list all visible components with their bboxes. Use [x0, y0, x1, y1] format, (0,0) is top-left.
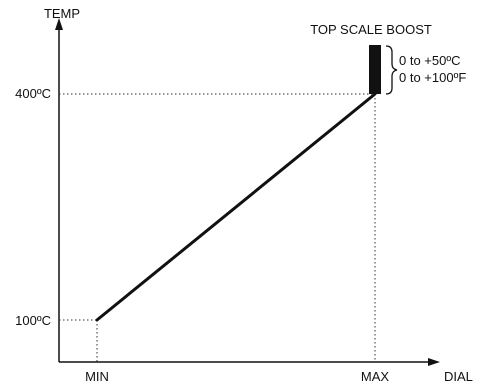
boost-title: TOP SCALE BOOST	[310, 22, 432, 37]
x-axis-arrow	[428, 358, 440, 366]
x-tick-label-min: MIN	[85, 369, 109, 384]
y-tick-label-100: 100ºC	[15, 313, 51, 328]
boost-range-celsius: 0 to +50ºC	[399, 53, 460, 68]
top-scale-boost-bar	[369, 45, 381, 94]
boost-range-fahrenheit: 0 to +100ºF	[399, 70, 466, 85]
x-tick-label-max: MAX	[361, 369, 390, 384]
x-axis-title: DIAL	[444, 369, 473, 384]
temperature-line	[95, 92, 377, 322]
y-axis-title: TEMP	[44, 6, 80, 21]
boost-brace	[385, 45, 398, 95]
y-axis-arrow	[55, 18, 63, 30]
y-tick-label-400: 400ºC	[15, 86, 51, 101]
